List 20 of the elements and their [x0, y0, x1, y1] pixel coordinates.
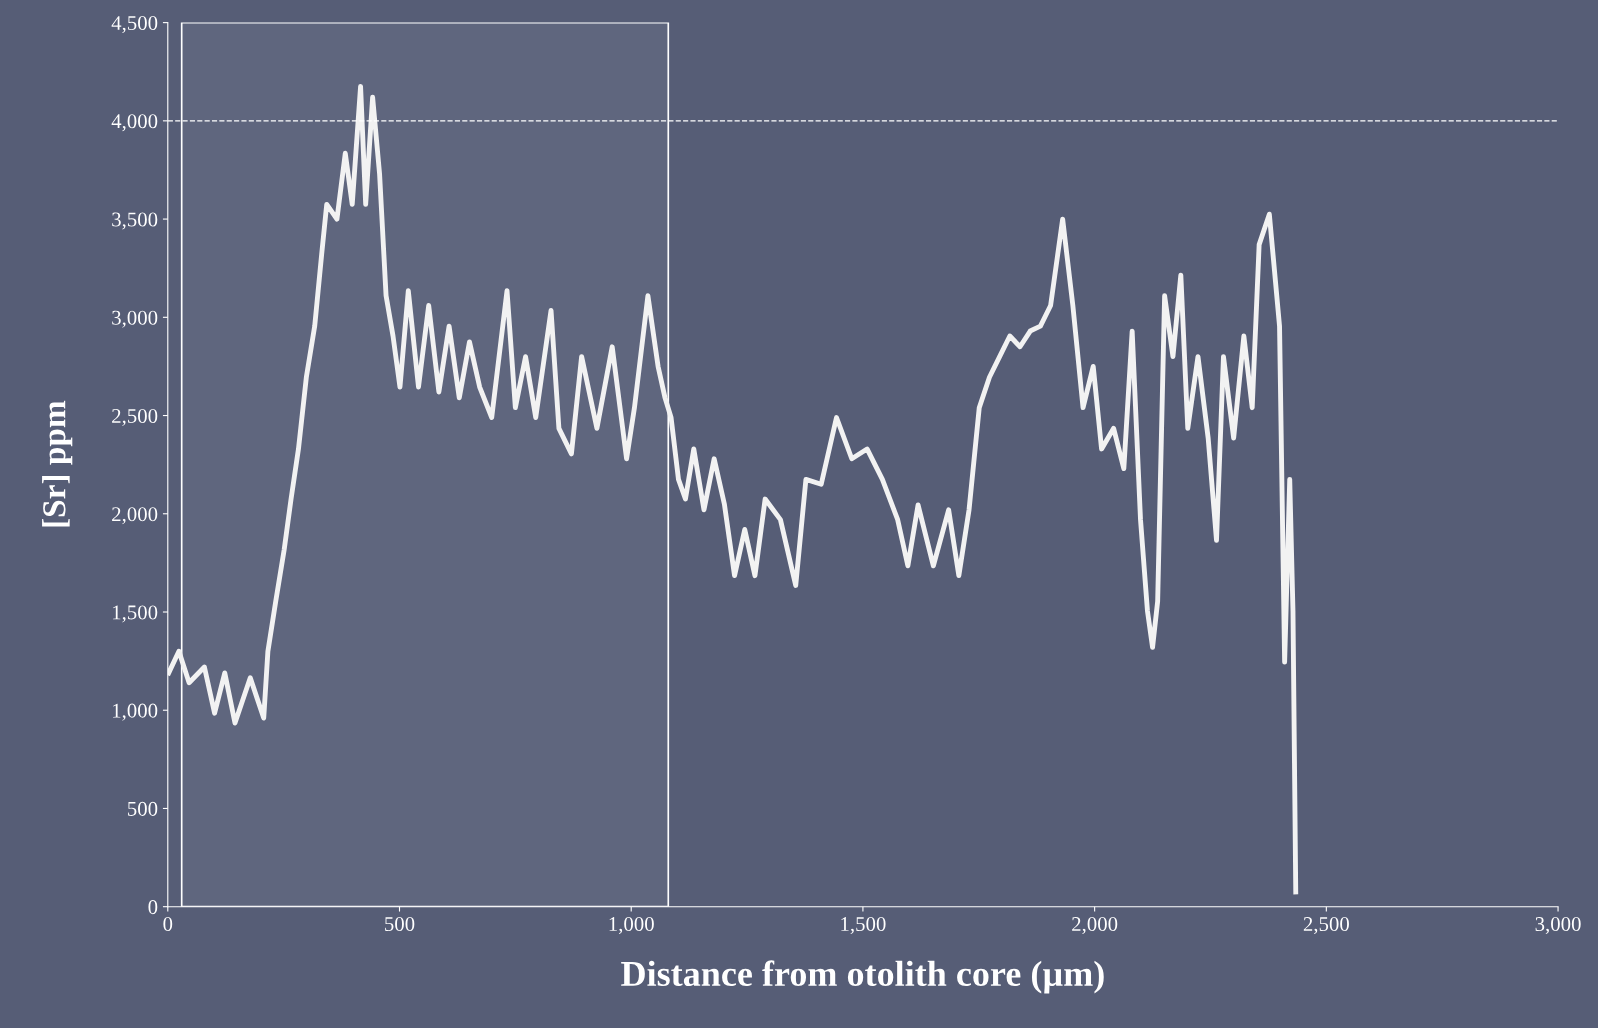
y-axis-title: [Sr] ppm [42, 400, 73, 527]
y-tick-label: 1,500 [113, 605, 158, 623]
x-axis-title: Distance from otolith core (µm) [621, 960, 1104, 994]
y-tick-label: 1,000 [113, 703, 158, 721]
y-tick-label: 2,000 [112, 507, 158, 525]
y-tick-label: 4,000 [111, 114, 158, 132]
y-tick-label: 4,500 [111, 15, 158, 34]
x-tick-label: 500 [385, 917, 415, 932]
x-tick-label: 1,500 [841, 917, 886, 935]
x-tick-label: 2,000 [1072, 917, 1118, 935]
x-tick-label: 3,000 [1535, 917, 1581, 935]
y-tick-label: 3,500 [112, 212, 158, 230]
x-tick-label: 1,000 [609, 917, 654, 935]
x-tick-label: 0 [163, 917, 173, 932]
y-tick-label: 2,500 [112, 408, 158, 426]
y-tick-label: 3,000 [112, 310, 158, 328]
x-tick-label: 2,500 [1303, 917, 1349, 935]
y-tick-label: 500 [128, 801, 158, 816]
line-series [167, 84, 1299, 895]
y-tick-label: 0 [148, 900, 158, 915]
